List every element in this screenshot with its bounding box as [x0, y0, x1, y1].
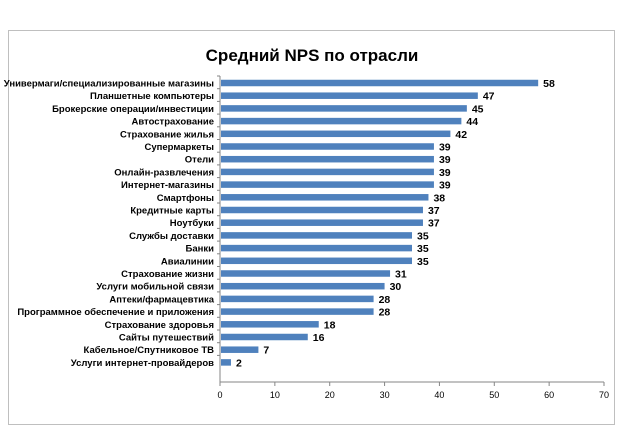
data-label: 7	[263, 345, 269, 357]
category-label: Услуги мобильной связи	[96, 282, 214, 293]
category-label: Автострахование	[131, 117, 214, 128]
bar	[221, 359, 231, 366]
data-label: 39	[439, 167, 451, 179]
bar	[221, 219, 423, 226]
data-label: 44	[466, 116, 478, 128]
bar	[221, 308, 374, 315]
data-label: 39	[439, 180, 451, 192]
x-tick-label: 0	[217, 390, 222, 400]
bar	[221, 105, 467, 112]
chart-title: Средний NPS по отрасли	[205, 46, 419, 65]
bar	[221, 244, 412, 252]
bar	[221, 168, 434, 176]
x-tick-label: 60	[544, 390, 554, 400]
category-label: Онлайн-развлечения	[114, 167, 214, 178]
bar	[221, 155, 434, 163]
category-label: Аптеки/фармацевтика	[109, 294, 214, 305]
bar	[221, 295, 374, 303]
category-label: Интернет-магазины	[121, 180, 214, 191]
data-label: 18	[324, 319, 336, 331]
data-label: 31	[395, 269, 407, 281]
data-label: 35	[417, 256, 429, 268]
category-label: Службы доставки	[129, 231, 214, 242]
data-label: 2	[236, 357, 242, 369]
data-label: 58	[543, 78, 555, 90]
data-label: 35	[417, 230, 429, 242]
x-tick-label: 20	[325, 390, 335, 400]
x-tick-label: 30	[380, 390, 390, 400]
category-label: Программное обеспечение и приложения	[17, 307, 214, 318]
category-label: Сайты путешествий	[119, 333, 214, 344]
bar	[221, 333, 308, 341]
category-label: Страхование жилья	[120, 129, 214, 140]
category-label: Супермаркеты	[144, 142, 214, 153]
data-label: 37	[428, 218, 440, 230]
bar	[221, 282, 385, 290]
bar	[221, 270, 391, 277]
x-tick-label: 70	[599, 390, 609, 400]
chart-frame	[8, 30, 615, 425]
data-label: 28	[379, 307, 391, 319]
bar	[221, 130, 451, 138]
bar	[221, 232, 412, 239]
bar	[221, 194, 429, 201]
data-label: 37	[428, 205, 440, 217]
bar	[221, 79, 539, 87]
bar	[221, 257, 412, 265]
x-tick-label: 50	[489, 390, 499, 400]
data-label: 35	[417, 243, 429, 255]
bar	[221, 117, 462, 125]
x-tick-label: 40	[434, 390, 444, 400]
data-label: 16	[313, 332, 325, 344]
bar	[221, 321, 319, 328]
category-label: Услуги интернет-провайдеров	[71, 358, 214, 369]
category-label: Авиалинии	[161, 256, 214, 267]
data-label: 39	[439, 142, 451, 154]
data-label: 30	[390, 281, 402, 293]
category-label: Брокерские операции/инвестиции	[52, 104, 214, 115]
category-label: Кредитные карты	[130, 206, 214, 217]
category-label: Планшетные компьютеры	[90, 91, 214, 102]
data-label: 28	[379, 294, 391, 306]
bar	[221, 181, 434, 188]
data-label: 38	[433, 192, 445, 204]
category-label: Отели	[185, 155, 214, 166]
x-tick-label: 10	[270, 390, 280, 400]
bar	[221, 206, 423, 214]
data-label: 45	[472, 103, 484, 115]
data-label: 47	[483, 91, 495, 103]
bar	[221, 346, 259, 353]
category-label: Страхование здоровья	[105, 320, 214, 331]
category-label: Страхование жизни	[121, 269, 214, 280]
data-label: 42	[455, 129, 467, 141]
bar	[221, 92, 478, 99]
category-label: Кабельное/Спутниковое ТВ	[84, 345, 215, 356]
category-label: Банки	[186, 244, 215, 255]
category-label: Ноутбуки	[170, 218, 214, 229]
category-label: Универмаги/специализированные магазины	[4, 79, 214, 90]
bar	[221, 143, 434, 150]
data-label: 39	[439, 154, 451, 166]
category-label: Смартфоны	[157, 193, 214, 204]
